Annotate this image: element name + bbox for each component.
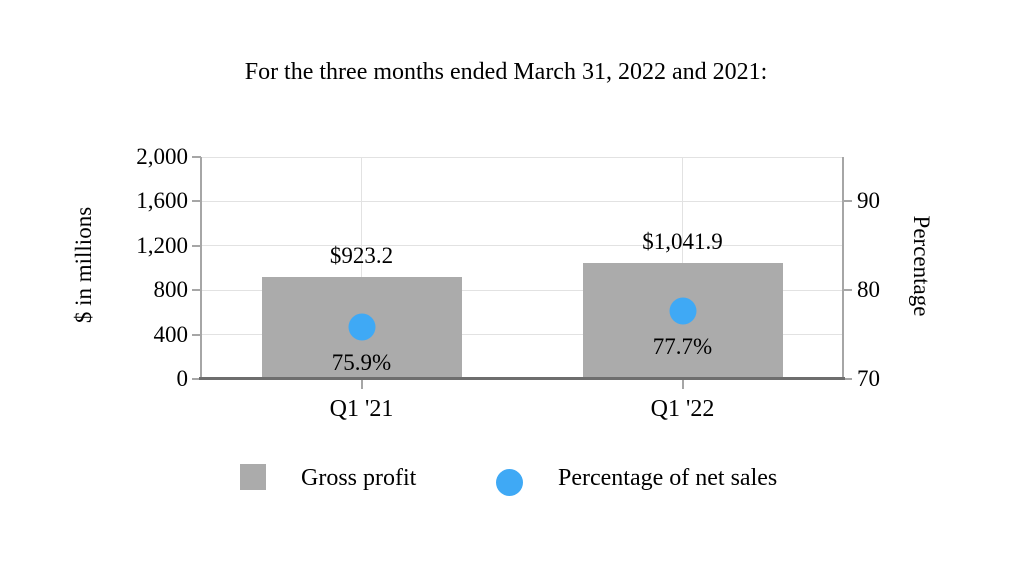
legend-label: Gross profit: [301, 465, 417, 491]
chart-title: For the three months ended March 31, 202…: [244, 59, 768, 85]
horizontal-gridline: [201, 156, 843, 158]
right-axis-tick: [843, 200, 852, 203]
x-axis-category-label: Q1 '21: [329, 396, 394, 422]
left-axis-tick: [192, 333, 201, 336]
left-axis-tick-label: 800: [153, 277, 189, 303]
left-axis-tick: [192, 200, 201, 203]
left-axis-tick-label: 400: [153, 321, 189, 347]
left-axis-tick-label: 2,000: [136, 144, 188, 169]
x-axis-tick: [681, 380, 684, 389]
left-axis-tick-label: 1,600: [136, 188, 188, 214]
right-axis-tick-label: 80: [857, 277, 880, 303]
left-axis-tick-label: 1,200: [136, 232, 188, 258]
right-axis-title: Percentage: [909, 215, 934, 317]
point-marker: [669, 297, 696, 325]
x-axis-line: [199, 377, 845, 380]
left-axis-tick: [192, 244, 201, 247]
right-axis-tick-label: 70: [857, 366, 880, 391]
left-axis-tick-label: 0: [176, 366, 189, 391]
plot-area: 0 400 800 1,200 1,600 2,000 70 80 90 Q1 '21 Q1 '22…: [136, 144, 880, 422]
right-axis-tick-label: 90: [857, 188, 880, 214]
horizontal-gridline: [201, 334, 843, 336]
right-axis-line: [842, 157, 844, 379]
left-axis-title: $ in millions: [71, 206, 96, 324]
legend-square-swatch: [240, 464, 266, 490]
right-axis-tick: [843, 378, 852, 380]
horizontal-gridline: [201, 245, 843, 247]
left-axis-tick: [192, 156, 201, 158]
x-axis-tick: [360, 380, 363, 389]
point-value-label: 77.7%: [652, 333, 713, 359]
left-axis-tick: [192, 289, 201, 292]
bar-value-label: $1,041.9: [642, 229, 723, 255]
legend-circle-swatch: [496, 469, 523, 496]
legend-label: Percentage of net sales: [558, 465, 778, 491]
left-axis-tick: [192, 378, 201, 380]
horizontal-gridline: [201, 200, 843, 202]
right-axis-tick: [843, 289, 852, 292]
point-marker: [348, 313, 375, 341]
bar-value-label: $923.2: [329, 242, 394, 268]
vertical-gridline: [361, 157, 362, 379]
horizontal-gridline: [201, 289, 843, 291]
x-axis-category-label: Q1 '22: [650, 396, 715, 422]
point-value-label: 75.9%: [331, 349, 392, 375]
left-axis-line: [200, 157, 202, 379]
